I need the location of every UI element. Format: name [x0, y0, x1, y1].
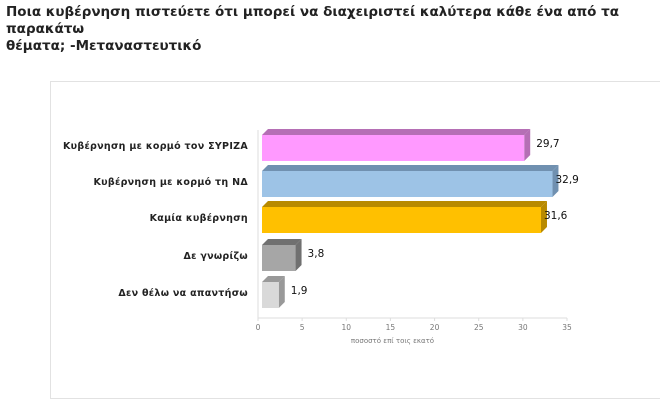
category-label: Κυβέρνηση με κορμό τον ΣΥΡΙΖΑ	[63, 141, 248, 152]
bar-side-face	[552, 165, 559, 197]
bar-top-face	[262, 165, 559, 171]
x-tick-label: 15	[386, 323, 396, 332]
chart-frame	[50, 81, 660, 399]
chart-title-line2: θέματα; -Μεταναστευτικό	[6, 38, 202, 54]
x-tick-label: 10	[342, 323, 352, 332]
category-label: Καμία κυβέρνηση	[150, 213, 248, 224]
bar-top-face	[262, 201, 547, 207]
bar-top-face	[262, 239, 302, 245]
data-label: 32,9	[555, 174, 578, 186]
bar-side-face	[295, 239, 302, 271]
bar-side-face	[524, 129, 531, 161]
category-label: Δε γνωρίζω	[183, 251, 248, 262]
chart-title-line1: Ποια κυβέρνηση πιστεύετε ότι μπορεί να δ…	[6, 4, 620, 37]
data-label: 31,6	[544, 210, 568, 222]
category-label: Δεν θέλω να απαντήσω	[118, 288, 248, 299]
bar-side-face	[278, 276, 285, 308]
x-tick-label: 5	[300, 323, 305, 332]
bar	[262, 135, 525, 161]
x-tick-label: 25	[474, 323, 484, 332]
chart-title: Ποια κυβέρνηση πιστεύετε ότι μπορεί να δ…	[6, 4, 656, 55]
bar-top-face	[262, 129, 531, 135]
x-tick-label: 30	[518, 323, 528, 332]
bar	[262, 171, 553, 197]
bar	[262, 282, 279, 308]
bar	[262, 245, 296, 271]
data-label: 1,9	[291, 285, 308, 297]
x-axis-title: ποσοστό επί τοις εκατό	[351, 337, 434, 345]
category-label: Κυβέρνηση με κορμό τη ΝΔ	[94, 177, 249, 188]
bar	[262, 207, 541, 233]
x-tick-label: 0	[256, 323, 261, 332]
x-tick-label: 35	[562, 323, 572, 332]
bar-top-face	[262, 276, 285, 282]
data-label: 3,8	[308, 248, 325, 260]
data-label: 29,7	[536, 138, 559, 150]
x-tick-label: 20	[430, 323, 440, 332]
bar-side-face	[540, 201, 547, 233]
